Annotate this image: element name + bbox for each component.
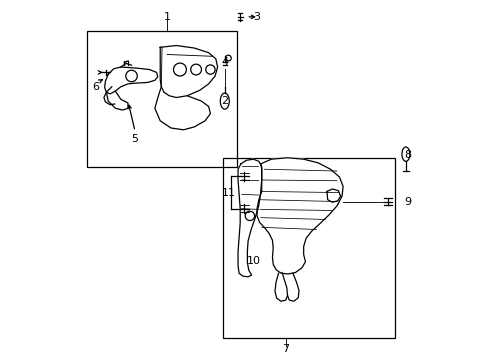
Text: 11: 11	[221, 188, 235, 198]
Bar	[86, 31, 237, 167]
Text: 10: 10	[246, 256, 260, 266]
Text: 5: 5	[131, 134, 138, 144]
Ellipse shape	[401, 147, 409, 161]
Text: 4: 4	[221, 57, 228, 67]
Text: 8: 8	[403, 150, 410, 160]
Polygon shape	[257, 158, 343, 274]
Text: 7: 7	[282, 344, 289, 354]
Text: 1: 1	[163, 12, 170, 22]
Polygon shape	[104, 67, 158, 94]
Polygon shape	[160, 45, 217, 98]
Bar	[223, 158, 394, 338]
Polygon shape	[155, 87, 210, 130]
Text: 2: 2	[221, 96, 228, 106]
Text: 3: 3	[253, 12, 260, 22]
Polygon shape	[106, 91, 128, 110]
Ellipse shape	[220, 93, 229, 109]
Text: 6: 6	[92, 82, 99, 92]
Text: 9: 9	[403, 197, 410, 207]
Polygon shape	[238, 159, 261, 277]
